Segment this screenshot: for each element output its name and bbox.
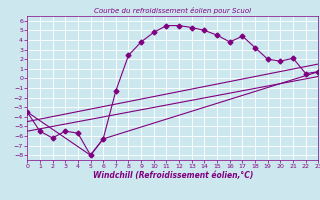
Title: Courbe du refroidissement éolien pour Scuol: Courbe du refroidissement éolien pour Sc… bbox=[94, 7, 252, 14]
X-axis label: Windchill (Refroidissement éolien,°C): Windchill (Refroidissement éolien,°C) bbox=[92, 171, 253, 180]
